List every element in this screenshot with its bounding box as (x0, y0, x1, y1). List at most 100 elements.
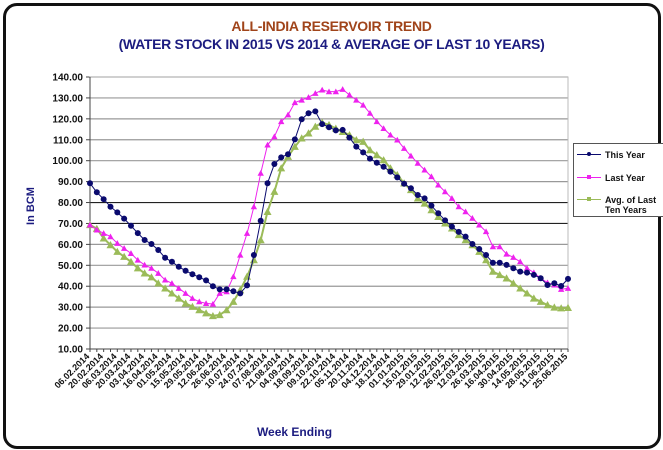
data-point (195, 306, 204, 314)
data-point (455, 203, 462, 210)
data-point (257, 217, 264, 224)
data-point (332, 88, 340, 95)
y-tick-label: 100.00 (52, 156, 83, 167)
y-tick-label: 20.00 (58, 324, 83, 335)
data-point (319, 121, 326, 128)
data-point (168, 258, 175, 265)
data-point (482, 228, 490, 235)
data-point (297, 134, 306, 142)
data-point (462, 233, 469, 240)
data-point (155, 247, 162, 254)
data-point (407, 185, 414, 192)
data-point (387, 131, 394, 138)
data-point (278, 118, 285, 125)
data-point (365, 146, 374, 154)
data-point (517, 258, 524, 265)
data-point (427, 206, 436, 214)
data-point (256, 235, 265, 244)
data-point (106, 241, 115, 249)
data-point (285, 151, 292, 158)
data-point (523, 289, 532, 297)
data-point (489, 243, 497, 250)
data-point (339, 126, 346, 133)
data-point (558, 283, 565, 290)
data-point (270, 187, 279, 195)
legend-marker-icon (577, 195, 601, 203)
data-point (326, 124, 332, 131)
data-point (134, 230, 141, 237)
data-point (401, 180, 408, 187)
y-tick-label: 130.00 (52, 93, 83, 104)
data-point (271, 133, 278, 140)
data-point (168, 280, 176, 286)
data-point (87, 180, 93, 187)
y-tick-label: 30.00 (58, 303, 83, 314)
data-point (495, 270, 504, 279)
data-point (536, 297, 545, 305)
data-point (524, 269, 531, 276)
data-point (489, 259, 496, 266)
data-point (346, 134, 353, 141)
data-point (209, 300, 217, 307)
data-point (557, 286, 565, 292)
data-point (120, 252, 129, 260)
data-point (209, 283, 216, 290)
data-point (360, 149, 367, 156)
data-point (372, 151, 381, 159)
data-point (208, 311, 217, 320)
data-point (476, 221, 483, 228)
data-point (147, 273, 156, 281)
data-point (277, 164, 286, 172)
data-point (298, 96, 305, 103)
data-point (428, 202, 435, 209)
data-point (223, 286, 230, 293)
data-point (99, 234, 108, 242)
data-point (237, 290, 244, 297)
data-point (230, 288, 237, 295)
plot-area (89, 76, 569, 350)
data-point (523, 265, 531, 271)
data-point (509, 279, 518, 287)
data-point (189, 295, 196, 301)
legend-label: Last Year (605, 173, 645, 183)
data-point (305, 94, 312, 100)
data-point (196, 298, 203, 305)
data-point (141, 261, 148, 268)
data-point (175, 263, 182, 270)
data-point (126, 257, 135, 265)
data-point (407, 152, 415, 159)
data-point (469, 240, 476, 247)
data-point (140, 269, 149, 277)
data-point (107, 233, 114, 240)
data-point (510, 254, 517, 260)
data-point (339, 86, 346, 92)
data-point (379, 156, 388, 164)
data-point (352, 135, 361, 144)
data-point (162, 254, 169, 261)
data-point (189, 271, 196, 278)
legend-marker-icon (577, 173, 601, 181)
data-point (305, 110, 312, 117)
data-point (435, 181, 442, 188)
data-point (537, 275, 544, 282)
data-point (304, 129, 313, 137)
legend: This Year Last Year Avg. of Last Ten Year… (573, 143, 663, 217)
data-point (244, 282, 251, 289)
data-point (127, 250, 135, 256)
y-tick-label: 140.00 (52, 73, 83, 84)
data-point (442, 217, 449, 224)
data-point (127, 222, 134, 229)
data-point (311, 122, 320, 130)
data-point (516, 284, 525, 292)
data-point (250, 252, 257, 259)
data-point (215, 310, 224, 319)
data-point (120, 245, 128, 251)
x-axis-label: Week Ending (256, 425, 333, 439)
legend-item-last-year: Last Year (577, 173, 645, 183)
data-point (202, 300, 210, 306)
data-point (503, 250, 510, 257)
data-point (550, 303, 559, 311)
data-point (161, 276, 169, 283)
data-point (394, 174, 401, 181)
data-point (346, 91, 353, 98)
